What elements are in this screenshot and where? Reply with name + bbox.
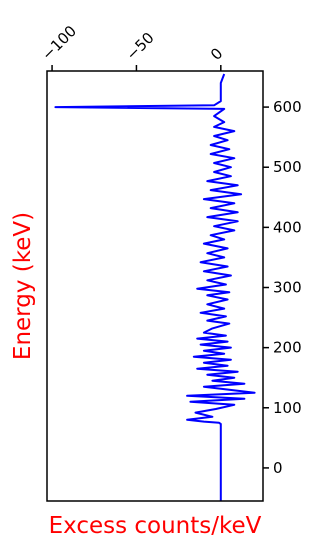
series-layer bbox=[54, 73, 256, 501]
plot-frame bbox=[46, 70, 264, 502]
y-tick-layer: 0 100 200 300 400 500 600 bbox=[263, 98, 302, 477]
x-axis-title: Excess counts/keV bbox=[49, 513, 262, 537]
x-tick-label: −50 bbox=[123, 29, 158, 64]
y-tick-label: 0 bbox=[273, 459, 283, 477]
x-tick-layer: −100 −50 0 bbox=[38, 22, 226, 71]
y-tick-label: 500 bbox=[273, 158, 302, 176]
y-tick-label: 300 bbox=[273, 279, 302, 297]
y-tick-label: 400 bbox=[273, 218, 302, 236]
y-tick-label: 600 bbox=[273, 98, 302, 116]
y-axis-title: Energy (keV) bbox=[10, 212, 36, 360]
x-tick-label: 0 bbox=[207, 44, 226, 63]
x-tick-label: −100 bbox=[38, 22, 80, 64]
series-line-0 bbox=[54, 73, 256, 501]
y-tick-label: 100 bbox=[273, 399, 302, 417]
y-tick-label: 200 bbox=[273, 339, 302, 357]
